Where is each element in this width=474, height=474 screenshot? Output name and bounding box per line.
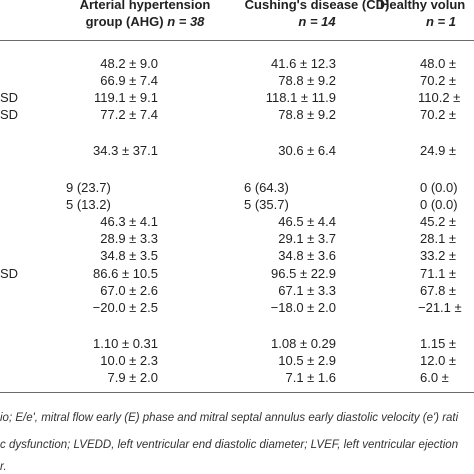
- cell-healthy: 70.2 ±: [420, 107, 457, 122]
- cell-cd: 5 (35.7): [244, 197, 289, 212]
- cell-healthy: 67.8 ±: [420, 283, 457, 298]
- cell-cd: 6 (64.3): [244, 180, 289, 195]
- table-row: 67.0 ± 2.6 67.1 ± 3.3 67.8 ±: [0, 282, 474, 299]
- cell-cd: 46.5 ± 4.4: [278, 214, 336, 229]
- header-ahg-line1: Arterial hypertension: [79, 0, 211, 12]
- cell-cd: 29.1 ± 3.7: [278, 231, 336, 246]
- cell-cd: 10.5 ± 2.9: [278, 353, 336, 368]
- cell-cd: 78.8 ± 9.2: [278, 73, 336, 88]
- table-row: 46.3 ± 4.1 46.5 ± 4.4 45.2 ±: [0, 213, 474, 230]
- footnote-line-1: io; E/e', mitral flow early (E) phase an…: [0, 412, 459, 424]
- header-ahg-n: n = 38: [167, 14, 205, 29]
- cell-ahg: 77.2 ± 7.4: [100, 107, 158, 122]
- cell-ahg: 46.3 ± 4.1: [100, 214, 158, 229]
- cell-ahg: 34.8 ± 3.5: [100, 248, 158, 263]
- table-row: 7.9 ± 2.0 7.1 ± 1.6 6.0 ±: [0, 369, 474, 386]
- table-row: SD 77.2 ± 7.4 78.8 ± 9.2 70.2 ±: [0, 106, 474, 123]
- header-ahg-line2: group (AHG) n = 38: [60, 13, 230, 30]
- table-row: 10.0 ± 2.3 10.5 ± 2.9 12.0 ±: [0, 352, 474, 369]
- cell-cd: 1.08 ± 0.29: [271, 336, 336, 351]
- cell-ahg: 5 (13.2): [66, 197, 111, 212]
- cell-cd: 67.1 ± 3.3: [278, 283, 336, 298]
- cell-ahg: 1.10 ± 0.31: [93, 336, 158, 351]
- table-row: SD 86.6 ± 10.5 96.5 ± 22.9 71.1 ±: [0, 265, 474, 282]
- header-healthy-n: n = 1: [426, 14, 456, 29]
- cell-cd: 7.1 ± 1.6: [285, 370, 336, 385]
- table-row: −20.0 ± 2.5 −18.0 ± 2.0 −21.1 ±: [0, 299, 474, 316]
- header-healthy: Healthy volun n = 1: [374, 0, 474, 30]
- cell-ahg: 66.9 ± 7.4: [100, 73, 158, 88]
- cell-ahg: 9 (23.7): [66, 180, 111, 195]
- cell-ahg: 34.3 ± 37.1: [93, 143, 158, 158]
- header-cd-line1: Cushing's disease (CD): [244, 0, 390, 12]
- table-row: 34.3 ± 37.1 30.6 ± 6.4 24.9 ±: [0, 142, 474, 159]
- cell-healthy: 110.2 ±: [418, 90, 461, 105]
- cell-ahg: 48.2 ± 9.0: [100, 56, 158, 71]
- table-row: 1.10 ± 0.31 1.08 ± 0.29 1.15 ±: [0, 335, 474, 352]
- table-row: 48.2 ± 9.0 41.6 ± 12.3 48.0 ±: [0, 55, 474, 72]
- cell-healthy: 48.0 ±: [420, 56, 457, 71]
- cell-healthy: 70.2 ±: [420, 73, 457, 88]
- table-row: 9 (23.7) 6 (64.3) 0 (0.0): [0, 179, 474, 196]
- cell-healthy: −21.1 ±: [418, 300, 462, 315]
- cell-healthy: 0 (0.0): [420, 180, 458, 195]
- header-cd: Cushing's disease (CD) n = 14: [232, 0, 402, 30]
- cell-cd: 41.6 ± 12.3: [271, 56, 336, 71]
- cell-healthy: 28.1 ±: [420, 231, 457, 246]
- footnote-line-2: c dysfunction; LVEDD, left ventricular e…: [0, 439, 459, 451]
- cell-cd: 78.8 ± 9.2: [278, 107, 336, 122]
- cell-ahg: 86.6 ± 10.5: [93, 266, 158, 281]
- header-healthy-line1: Healthy volun: [380, 0, 466, 12]
- cell-healthy: 6.0 ±: [420, 370, 449, 385]
- cell-ahg: −20.0 ± 2.5: [92, 300, 158, 315]
- cell-cd: 34.8 ± 3.6: [278, 248, 336, 263]
- cell-ahg: 119.1 ± 9.1: [94, 90, 158, 105]
- row-label: SD: [0, 266, 19, 281]
- cell-healthy: 0 (0.0): [420, 197, 458, 212]
- footnote-line-3: r.: [0, 461, 7, 473]
- cell-cd: 30.6 ± 6.4: [278, 143, 336, 158]
- header-ahg: Arterial hypertension group (AHG) n = 38: [60, 0, 230, 30]
- table-row: 5 (13.2) 5 (35.7) 0 (0.0): [0, 196, 474, 213]
- cell-healthy: 33.2 ±: [420, 248, 457, 263]
- table-bottom-rule: [0, 392, 474, 393]
- cell-cd: 118.1 ± 11.9: [265, 90, 336, 105]
- cell-ahg: 28.9 ± 3.3: [100, 231, 158, 246]
- cell-healthy: 24.9 ±: [420, 143, 457, 158]
- table-row: SD 119.1 ± 9.1 118.1 ± 11.9 110.2 ±: [0, 89, 474, 106]
- row-label: SD: [0, 107, 19, 122]
- cell-healthy: 1.15 ±: [420, 336, 457, 351]
- header-rule: [0, 40, 474, 41]
- cell-healthy: 45.2 ±: [420, 214, 457, 229]
- cell-ahg: 10.0 ± 2.3: [100, 353, 158, 368]
- table-row: 66.9 ± 7.4 78.8 ± 9.2 70.2 ±: [0, 72, 474, 89]
- table-row: 28.9 ± 3.3 29.1 ± 3.7 28.1 ±: [0, 230, 474, 247]
- cell-ahg: 7.9 ± 2.0: [107, 370, 158, 385]
- cell-cd: 96.5 ± 22.9: [271, 266, 336, 281]
- cell-cd: −18.0 ± 2.0: [270, 300, 336, 315]
- table-row: 34.8 ± 3.5 34.8 ± 3.6 33.2 ±: [0, 247, 474, 264]
- header-ahg-group-text: group (AHG): [85, 14, 168, 29]
- cell-healthy: 12.0 ±: [420, 353, 457, 368]
- cell-ahg: 67.0 ± 2.6: [100, 283, 158, 298]
- row-label: SD: [0, 90, 19, 105]
- cell-healthy: 71.1 ±: [420, 266, 457, 281]
- header-cd-n: n = 14: [298, 14, 336, 29]
